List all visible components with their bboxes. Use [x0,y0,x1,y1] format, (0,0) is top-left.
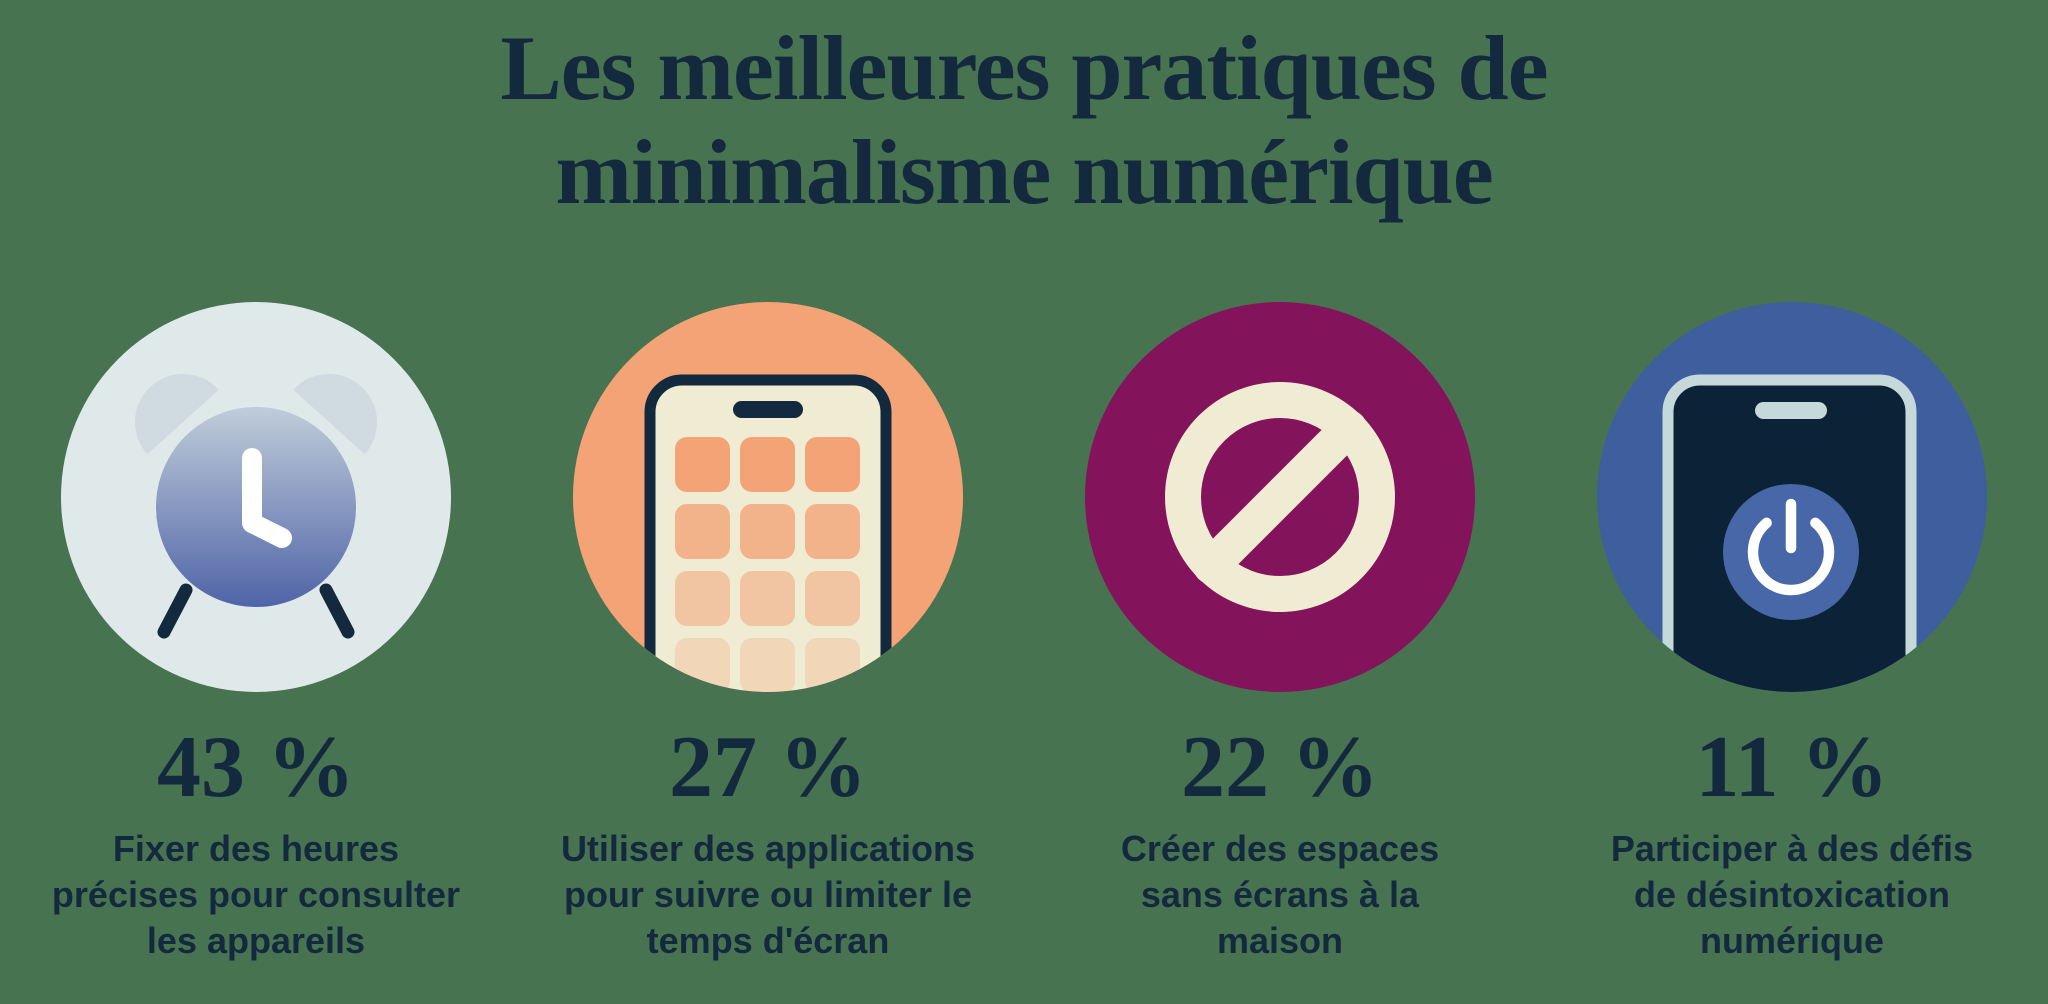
title-line-2: minimalisme numérique [555,121,1493,223]
stat-description: Participer à des défis de désintoxicatio… [1610,828,1974,961]
stat-percent: 43 % [157,719,355,816]
page-title: Les meilleures pratiques de minimalisme … [0,16,2048,224]
stat-percent: 11 % [1695,719,1889,816]
stats-row: 43 % Fixer des heures précises pour cons… [0,302,2048,964]
title-line-1: Les meilleures pratiques de [500,17,1548,119]
phone-power-icon [1597,302,1987,692]
alarm-clock-icon [61,302,451,692]
stat-percent: 22 % [1181,719,1379,816]
stat-description: Utiliser des applications pour suivre ou… [560,828,976,961]
stat-percent: 27 % [669,719,867,816]
stat-fixed-hours: 43 % Fixer des heures précises pour cons… [0,302,512,964]
stat-digital-detox: 11 % Participer à des défis de désintoxi… [1536,302,2048,964]
stat-description: Fixer des heures précises pour consulter… [51,828,461,961]
stat-tracking-apps: 27 % Utiliser des applications pour suiv… [512,302,1024,964]
stat-description: Créer des espaces sans écrans à la maiso… [1120,828,1440,961]
stat-screen-free-spaces: 22 % Créer des espaces sans écrans à la … [1024,302,1536,964]
no-sign-icon [1085,302,1475,692]
phone-apps-icon [573,302,963,692]
